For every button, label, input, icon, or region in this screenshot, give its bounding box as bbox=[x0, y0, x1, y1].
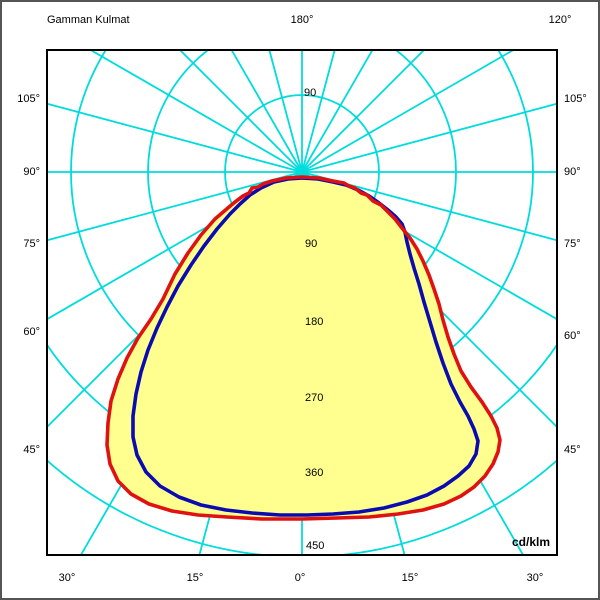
bottom-angle-label-30: 30° bbox=[58, 572, 76, 584]
right-angle-label-90: 90° bbox=[564, 166, 581, 178]
grid-ray-150 bbox=[301, 50, 374, 173]
left-angle-label-90: 90° bbox=[23, 166, 40, 178]
left-angle-label-45: 45° bbox=[23, 444, 40, 456]
chart-title: Gamman Kulmat bbox=[47, 14, 130, 26]
unit-label: cd/klm bbox=[511, 535, 550, 549]
bottom-angle-label-15: 15° bbox=[186, 572, 204, 584]
bottom-angle-label-15: 15° bbox=[401, 572, 419, 584]
radial-tick-90: 90 bbox=[304, 87, 317, 99]
radial-tick-450: 450 bbox=[306, 540, 325, 552]
grid-ray-210 bbox=[230, 50, 303, 173]
grid-ray-225 bbox=[178, 50, 303, 173]
bottom-angle-label-30: 30° bbox=[526, 572, 544, 584]
grid-ray-105 bbox=[301, 102, 557, 173]
grid-ray-195 bbox=[268, 50, 303, 173]
grid-ray-75 bbox=[301, 171, 557, 242]
plot-border bbox=[46, 49, 558, 556]
right-angle-label-45: 45° bbox=[564, 444, 581, 456]
radial-tick-360: 360 bbox=[305, 467, 324, 479]
grid-ray-255 bbox=[47, 102, 303, 173]
top-axis-label-180: 180° bbox=[290, 14, 314, 26]
intensity-fill bbox=[107, 177, 500, 519]
grid-ray-120 bbox=[301, 50, 516, 173]
radial-tick-90: 90 bbox=[305, 238, 318, 250]
left-angle-label-60: 60° bbox=[23, 326, 40, 338]
top-axis-label-120: 120° bbox=[548, 14, 572, 26]
right-angle-label-75: 75° bbox=[564, 238, 581, 250]
left-angle-label-105: 105° bbox=[17, 93, 40, 105]
grid-ray-285 bbox=[47, 171, 303, 242]
grid-ray-240 bbox=[88, 50, 303, 173]
grid-ray-165 bbox=[301, 50, 336, 173]
bottom-angle-label-0: 0° bbox=[294, 572, 306, 584]
radial-tick-180: 180 bbox=[305, 316, 324, 328]
radial-tick-270: 270 bbox=[305, 392, 324, 404]
curve-c0-c180-plane bbox=[105, 175, 502, 521]
right-angle-label-105: 105° bbox=[564, 93, 587, 105]
grid-ray-135 bbox=[301, 50, 426, 173]
right-angle-label-60: 60° bbox=[564, 330, 581, 342]
left-angle-label-75: 75° bbox=[23, 238, 40, 250]
